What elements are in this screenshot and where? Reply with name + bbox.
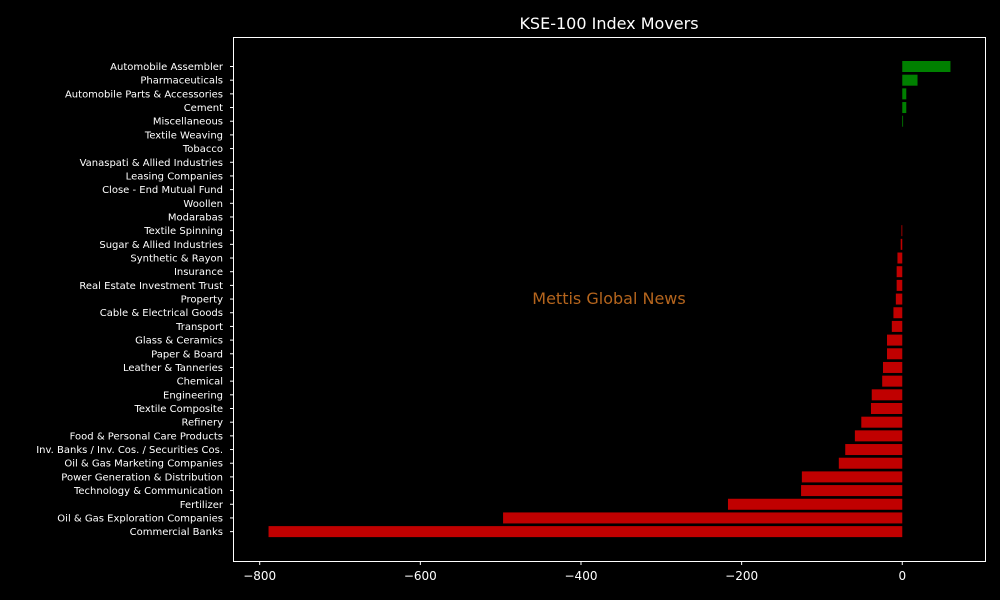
category-label: Power Generation & Distribution	[61, 472, 223, 483]
bar	[503, 512, 903, 524]
bar	[838, 457, 903, 469]
category-label: Leasing Companies	[126, 171, 223, 182]
bar	[887, 334, 903, 346]
x-tick-label: 0	[898, 569, 906, 583]
category-label: Textile Weaving	[144, 130, 223, 141]
bar	[895, 293, 903, 305]
bars-group	[268, 61, 951, 538]
category-label: Technology & Communication	[73, 486, 223, 497]
bar	[268, 526, 903, 538]
category-label: Tobacco	[182, 144, 223, 155]
bar	[801, 471, 903, 483]
category-label: Leather & Tanneries	[123, 363, 223, 374]
bar	[902, 115, 904, 127]
x-tick-label: −200	[725, 569, 758, 583]
category-label: Synthetic & Rayon	[130, 254, 223, 265]
category-label: Woollen	[183, 199, 223, 210]
chart-title: KSE-100 Index Movers	[519, 14, 698, 33]
category-label: Pharmaceuticals	[140, 76, 223, 87]
bar	[902, 88, 907, 100]
category-label: Paper & Board	[151, 349, 223, 360]
bar	[900, 238, 903, 250]
category-label: Fertilizer	[180, 500, 224, 511]
bar	[801, 485, 903, 497]
bar	[845, 444, 903, 456]
category-label: Commercial Banks	[130, 527, 223, 538]
bar	[901, 225, 903, 237]
bar	[896, 279, 903, 291]
category-label: Textile Spinning	[143, 226, 223, 237]
category-labels: Automobile Assembler Pharmaceuticals Autom…	[36, 62, 234, 538]
x-tick-label: −800	[243, 569, 276, 583]
bar	[861, 416, 903, 428]
category-label: Sugar & Allied Industries	[99, 240, 223, 251]
bar	[887, 348, 903, 360]
bar	[870, 403, 903, 414]
bar	[882, 361, 903, 373]
category-label: Engineering	[163, 390, 223, 401]
bar	[902, 74, 918, 86]
category-label: Close - End Mutual Fund	[102, 185, 223, 196]
category-label: Property	[181, 295, 223, 306]
category-label: Food & Personal Care Products	[70, 431, 223, 442]
category-label: Glass & Ceramics	[135, 336, 223, 347]
category-label: Miscellaneous	[153, 117, 223, 128]
category-label: Modarabas	[168, 212, 223, 223]
bar	[893, 307, 903, 319]
category-label: Inv. Banks / Inv. Cos. / Securities Cos.	[36, 445, 223, 456]
x-tick-label: −400	[565, 569, 598, 583]
category-label: Insurance	[174, 267, 223, 278]
category-label: Cable & Electrical Goods	[100, 308, 223, 319]
bar	[902, 102, 907, 114]
category-label: Chemical	[177, 377, 223, 388]
bar	[882, 375, 903, 387]
bar	[727, 498, 903, 510]
category-label: Automobile Parts & Accessories	[65, 89, 223, 100]
bar	[871, 389, 903, 401]
bar	[902, 61, 951, 72]
bar	[891, 320, 903, 332]
category-label: Textile Composite	[134, 404, 223, 415]
category-label: Oil & Gas Exploration Companies	[57, 513, 223, 524]
category-label: Refinery	[182, 418, 224, 429]
x-axis-ticks: −800 −600 −400 −200 0	[243, 561, 906, 583]
bar	[896, 266, 903, 278]
bar	[854, 430, 903, 442]
category-label: Oil & Gas Marketing Companies	[64, 459, 223, 470]
x-tick-label: −600	[404, 569, 437, 583]
bar	[897, 252, 903, 264]
watermark: Mettis Global News	[532, 289, 685, 308]
category-label: Vanaspati & Allied Industries	[80, 158, 223, 169]
category-label: Transport	[175, 322, 223, 333]
category-label: Automobile Assembler	[110, 62, 224, 73]
category-label: Real Estate Investment Trust	[79, 281, 223, 292]
plot-frame	[233, 37, 986, 562]
category-label: Cement	[184, 103, 223, 114]
